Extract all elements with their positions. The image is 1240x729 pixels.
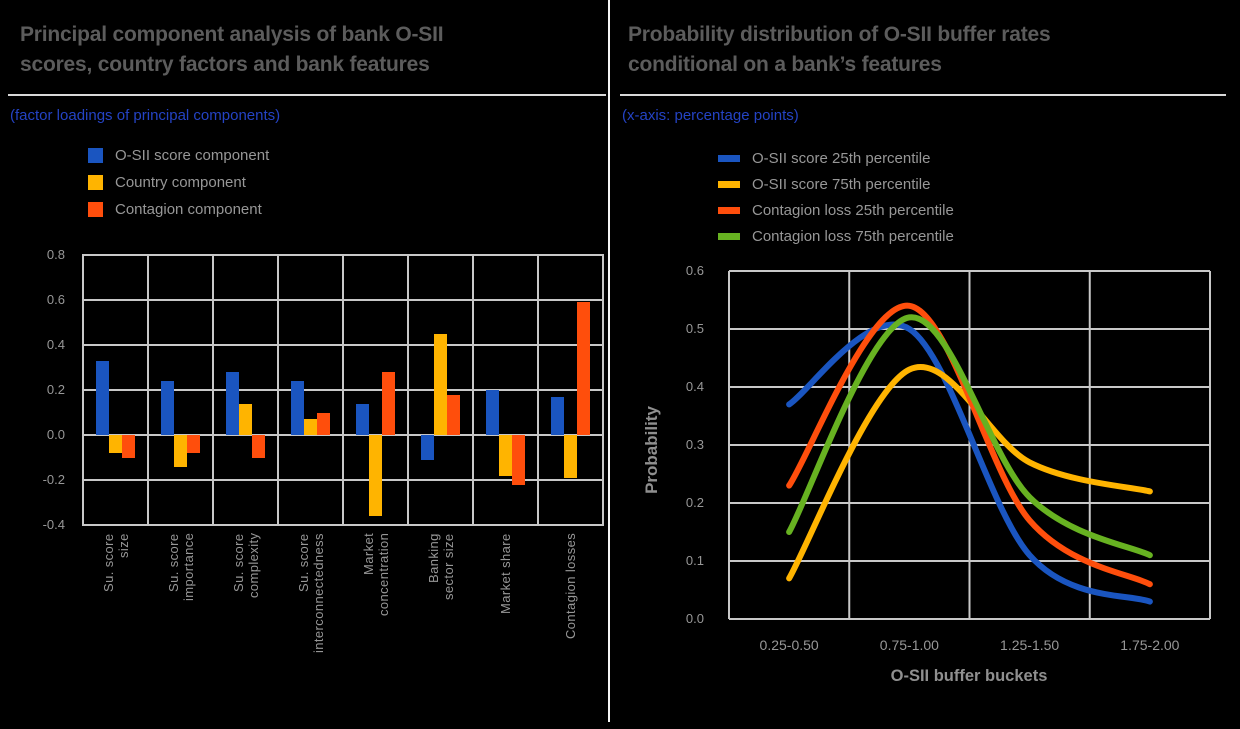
legend-item: Contagion component [88,201,269,218]
bar-segment [291,381,304,435]
category-label: Market concentration [360,533,391,617]
x-tick-label: 1.25-1.50 [1000,637,1060,653]
category-label: Contagion losses [563,533,578,640]
legend-label: O-SII score 25th percentile [752,150,931,167]
legend-swatch [718,155,740,162]
legend-item: Contagion loss 75th percentile [718,228,954,245]
legend-swatch [718,181,740,188]
bar-segment [317,412,330,435]
x-tick-label: 0.25-0.50 [759,637,819,653]
category-label: Su. score complexity [230,533,261,599]
bar-segment [174,435,187,467]
bar-segment [226,372,239,435]
gridline [82,254,84,526]
bar-segment [304,419,317,435]
y-tick-label: -0.2 [42,472,65,487]
legend-label: Contagion component [115,201,262,218]
legend-label: O-SII score component [115,147,270,164]
legend-swatch [718,207,740,214]
bar-segment [369,435,382,516]
series-line-3 [786,314,1153,559]
legend-item: O-SII score 75th percentile [718,176,954,193]
x-tick-label: 0.75-1.00 [879,637,939,653]
bar-segment [382,372,395,435]
y-tick-label: 0.5 [685,321,704,336]
bar-segment [499,435,512,476]
legend-label: Contagion loss 75th percentile [752,228,954,245]
category-label: Su. score importance [165,533,196,602]
bar-segment [486,390,499,435]
y-tick-label: 0.1 [685,553,704,568]
y-tick-label: -0.4 [42,517,65,532]
y-tick-label: 0.2 [46,382,65,397]
gridline [407,254,409,526]
gridline [342,254,344,526]
right-title-rule [620,94,1226,96]
legend-swatch [718,233,740,240]
legend-swatch [88,148,103,163]
bar-segment [96,360,109,435]
category-label: Su. score size [100,533,131,592]
y-tick-label: 0.2 [685,495,704,510]
legend-label: Country component [115,174,246,191]
y-tick-label: 0.6 [685,263,704,278]
series-line-0 [786,321,1153,605]
bar-segment [122,435,135,458]
legend-item: O-SII score component [88,147,269,164]
bar-segment [187,435,200,453]
gridline [212,254,214,526]
category-label: Market share [498,533,513,614]
right-x-axis-title: O-SII buffer buckets [890,666,1048,685]
y-tick-label: 0.4 [685,379,704,394]
bar-segment [109,435,122,453]
y-tick-label: 0.4 [46,337,65,352]
bar-segment [252,435,265,458]
gridline [472,254,474,526]
series-line-1 [786,364,1153,582]
x-tick-label: 1.75-2.00 [1120,637,1180,653]
bar-segment [577,302,590,435]
gridline [277,254,279,526]
left-legend: O-SII score component Country component Co… [88,147,269,228]
left-panel-subtitle: (factor loadings of principal components… [10,107,281,124]
right-panel-subtitle: (x-axis: percentage points) [622,107,799,124]
left-panel-title: Principal component analysis of bank O-S… [20,23,444,76]
right-line-chart [728,270,1211,620]
legend-label: Contagion loss 25th percentile [752,202,954,219]
gridline [537,254,539,526]
y-tick-label: 0.0 [46,427,65,442]
bar-segment [421,435,434,460]
bar-segment [434,333,447,435]
right-panel-title: Probability distribution of O-SII buffer… [628,23,1051,76]
gridline [147,254,149,526]
legend-item: Contagion loss 25th percentile [718,202,954,219]
panel-divider [608,0,610,722]
right-legend: O-SII score 25th percentile O-SII score 7… [718,150,954,254]
y-tick-label: 0.3 [685,437,704,452]
legend-swatch [88,175,103,190]
y-tick-label: 0.0 [685,611,704,626]
bar-segment [447,394,460,435]
legend-item: O-SII score 25th percentile [718,150,954,167]
gridline [602,254,604,526]
bar-segment [239,403,252,435]
y-tick-label: 0.8 [46,247,65,262]
legend-item: Country component [88,174,269,191]
category-label: Banking sector size [425,533,456,600]
bar-segment [564,435,577,478]
category-label: Su. score interconnectedness [295,533,326,653]
bar-segment [161,381,174,435]
legend-label: O-SII score 75th percentile [752,176,931,193]
left-title-rule [8,94,606,96]
bar-segment [356,403,369,435]
bar-segment [512,435,525,485]
y-tick-label: 0.6 [46,292,65,307]
bar-segment [551,396,564,435]
legend-swatch [88,202,103,217]
